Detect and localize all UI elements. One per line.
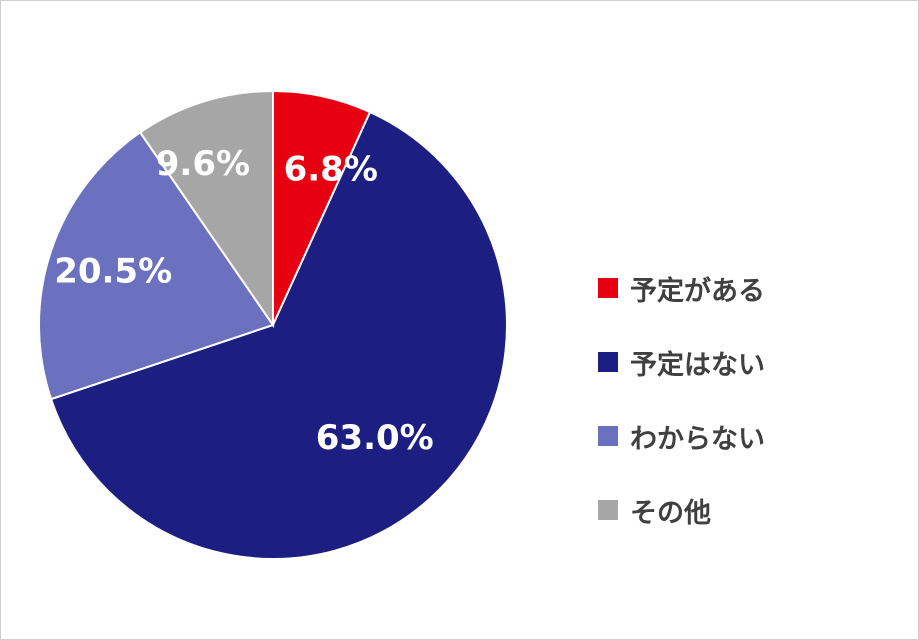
legend-item-yotei-aru: 予定がある — [598, 269, 765, 307]
legend-swatch — [598, 352, 618, 372]
legend-swatch — [598, 500, 618, 520]
legend-swatch — [598, 426, 618, 446]
legend-item-wakaranai: わからない — [598, 417, 765, 455]
pie-slice-wakaranai — [38, 130, 275, 401]
legend-label: わからない — [630, 423, 765, 455]
pie-slice-sonota — [138, 89, 274, 329]
legend-label: 予定がある — [630, 275, 765, 307]
legend-label: その他 — [630, 497, 711, 529]
legend-swatch — [598, 278, 618, 298]
slice-label-wakaranai: 20.5% — [54, 252, 172, 292]
legend-item-sonota: その他 — [598, 491, 765, 529]
slice-label-yotei-aru: 6.8% — [284, 150, 378, 190]
legend-item-yotei-nai: 予定はない — [598, 343, 765, 381]
legend: 予定がある 予定はない わからない その他 — [598, 269, 765, 565]
pie-slice-yotei-nai — [49, 110, 508, 560]
legend-label: 予定はない — [630, 349, 765, 381]
slice-label-sonota: 9.6% — [156, 144, 250, 184]
slice-label-yotei-nai: 63.0% — [316, 418, 434, 458]
